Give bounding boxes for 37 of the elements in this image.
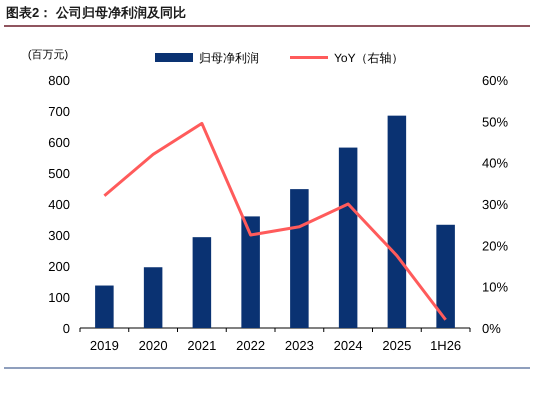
x-tick-label: 2021 [187,338,216,353]
x-tick-label: 1H26 [430,338,462,353]
bar [144,267,162,328]
bar [241,216,260,328]
bar [388,116,406,328]
y2-tick-label: 0% [482,321,502,336]
x-tick-label: 2022 [236,338,266,353]
y2-tick-label: 10% [482,280,508,295]
y-tick-label: 300 [48,228,70,243]
line-series [102,122,448,322]
bar [290,189,309,328]
x-tick-label: 2024 [334,338,363,353]
bar [192,237,212,328]
bar [338,148,358,328]
y-tick-label: 700 [48,104,70,119]
y-tick-label: 0 [62,321,70,336]
y-tick-label: 400 [48,197,70,212]
x-tick-label: 2025 [382,338,412,353]
x-tick-label: 2020 [138,338,168,353]
x-tick-label: 2023 [284,338,314,353]
x-tick-label: 2019 [90,338,119,353]
y2-tick-label: 40% [482,156,508,171]
legend-label: YoY（右轴） [334,51,404,65]
legend-label: 归母净利润 [199,51,259,65]
y-tick-label: 800 [48,73,70,88]
y2-tick-label: 50% [482,114,508,130]
chart-title: 图表2： 公司归母净利润及同比 [6,5,186,20]
y2-tick-label: 60% [482,73,508,88]
y2-tick-label: 20% [482,238,508,254]
y-tick-label: 500 [48,166,70,181]
bar [436,224,455,328]
y-axis-title: (百万元) [28,49,68,61]
y-tick-label: 600 [48,135,70,150]
y-tick-label: 200 [48,259,70,274]
y-tick-label: 100 [48,290,70,305]
y2-tick-label: 30% [482,197,508,212]
bar [95,286,114,328]
